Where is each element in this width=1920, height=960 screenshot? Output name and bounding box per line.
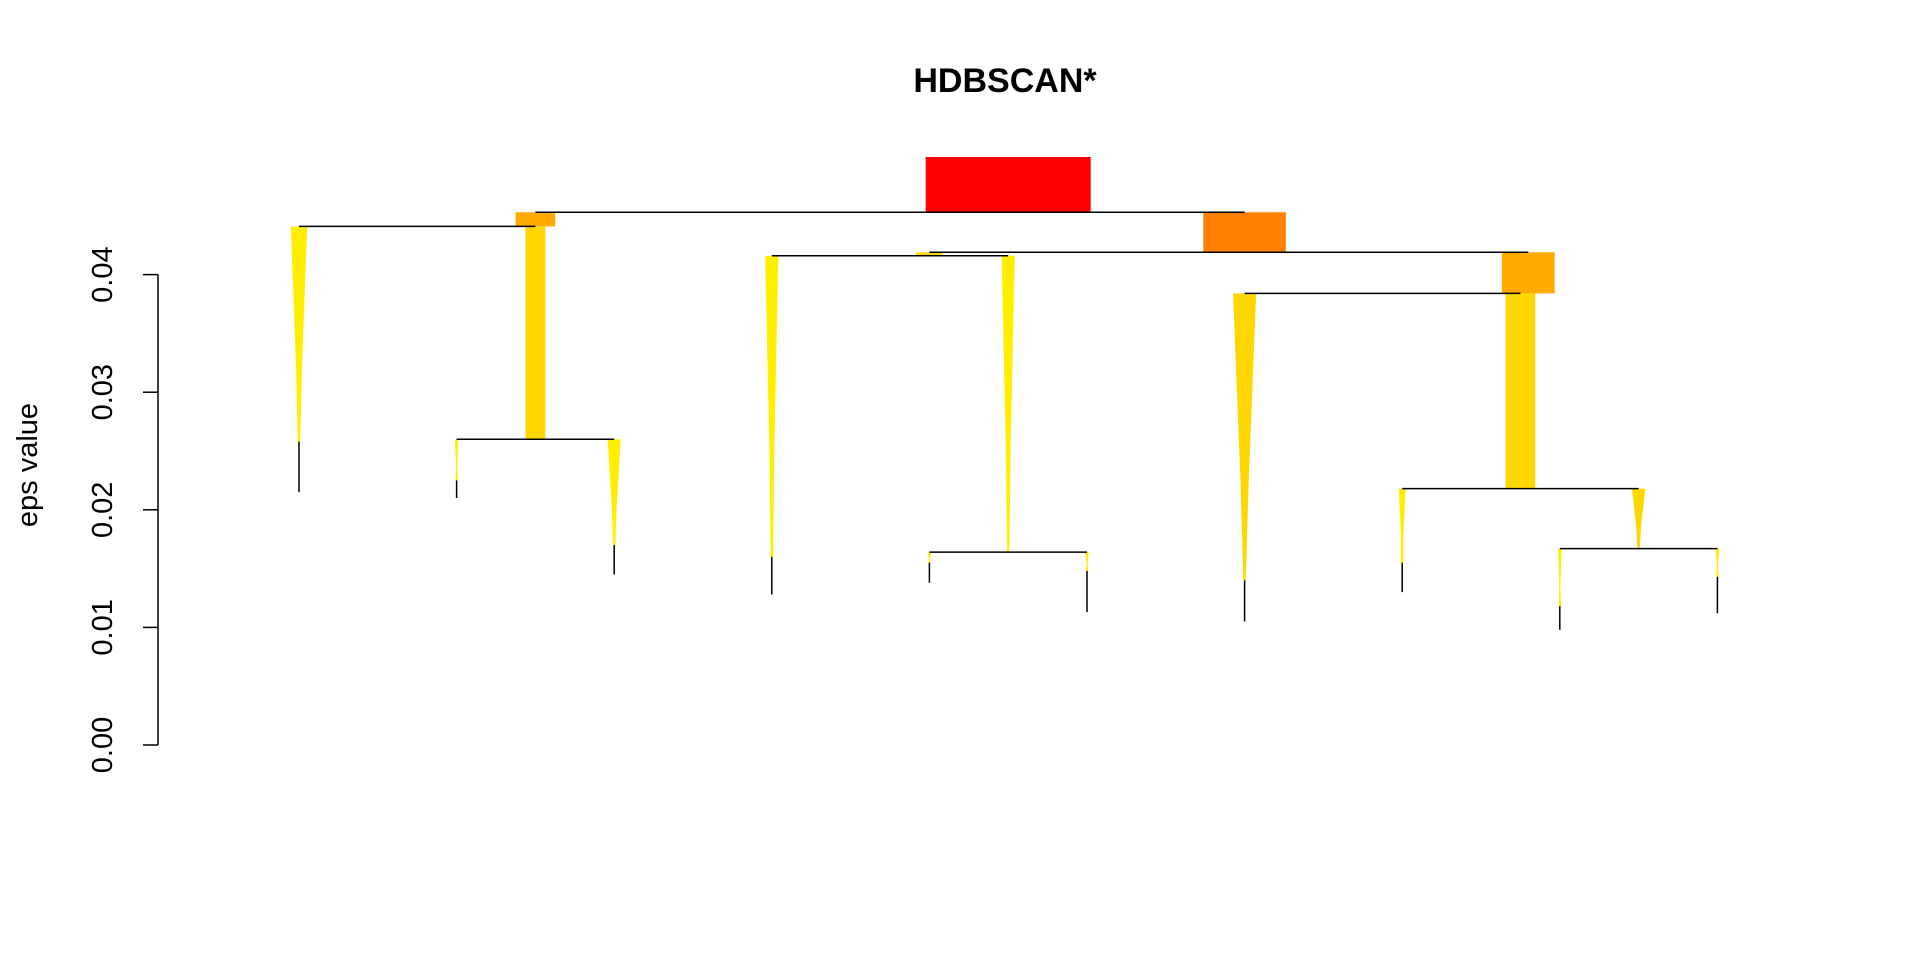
cluster-branch-B1b2 — [1085, 552, 1089, 571]
cluster-branch-A1 — [290, 226, 308, 442]
cluster-branch-B1b1 — [927, 552, 932, 563]
cluster-branch-B — [1203, 212, 1286, 253]
cluster-branch-A2b — [607, 439, 621, 546]
chart-title: HDBSCAN* — [913, 62, 1097, 100]
cluster-branch-B2b2a — [1558, 548, 1562, 607]
y-axis: 0.00 0.01 0.02 0.03 0.04 — [87, 246, 159, 773]
cluster-branch-B2b2b — [1715, 548, 1720, 577]
cluster-branch-B2b1 — [1398, 488, 1406, 563]
cluster-branch-B1a — [765, 255, 779, 557]
cluster-branch-B2a — [1233, 293, 1257, 581]
cluster-branch-A — [515, 212, 556, 227]
y-tick-label: 0.04 — [87, 246, 119, 302]
cluster-branch-B1 — [916, 252, 943, 256]
cluster-branch-B2 — [1501, 252, 1555, 294]
y-tick-label: 0.02 — [87, 482, 119, 538]
y-tick-label: 0.01 — [87, 599, 119, 655]
y-axis-label: eps value — [12, 403, 44, 527]
cluster-branch-B1b — [1001, 255, 1015, 553]
cluster-branch-B2b — [1505, 293, 1536, 489]
y-tick-label: 0.03 — [87, 364, 119, 420]
cluster-branches — [290, 157, 1720, 630]
cluster-branch-A2a — [454, 439, 459, 481]
y-tick-label: 0.00 — [87, 717, 119, 773]
cluster-branch-B2b2 — [1632, 488, 1646, 549]
cluster-branch-A2 — [525, 226, 546, 440]
merge-links — [299, 211, 1718, 553]
cluster-branch-root — [925, 157, 1091, 213]
